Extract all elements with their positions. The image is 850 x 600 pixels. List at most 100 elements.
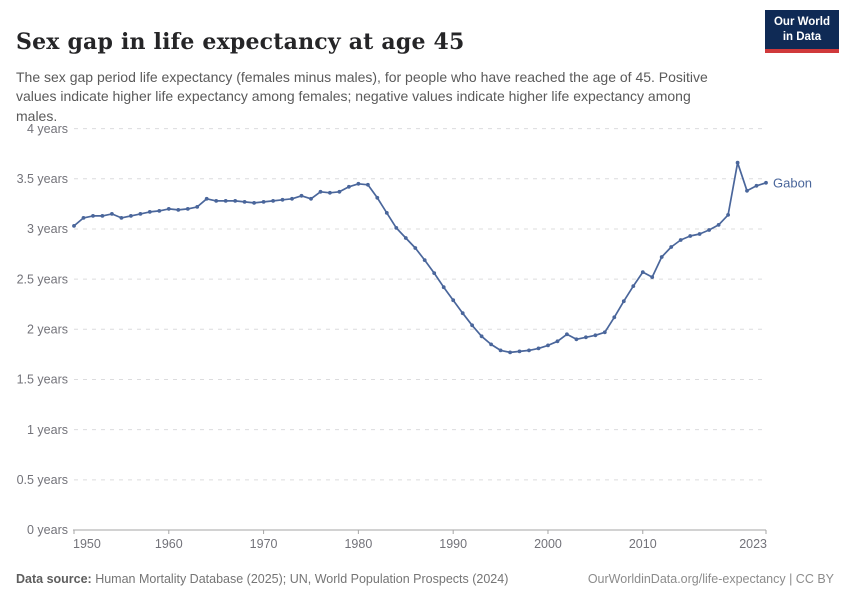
- data-point: [375, 195, 380, 200]
- data-point: [498, 348, 503, 353]
- data-point: [384, 211, 389, 215]
- y-tick-label: 2.5 years: [17, 272, 68, 286]
- data-point: [290, 196, 294, 201]
- data-point: [157, 209, 162, 213]
- data-point: [593, 333, 598, 338]
- y-tick-label: 3.5 years: [17, 172, 68, 186]
- data-point: [413, 246, 418, 250]
- data-point: [166, 207, 171, 211]
- data-point: [403, 236, 408, 240]
- chart-footer: Data source: Human Mortality Database (2…: [0, 572, 850, 586]
- data-point: [328, 190, 332, 195]
- data-point: [460, 311, 465, 316]
- data-point: [441, 285, 446, 290]
- data-point: [489, 342, 493, 347]
- x-tick-label: 2010: [629, 537, 657, 551]
- data-point: [470, 323, 474, 328]
- data-point: [508, 350, 512, 355]
- data-point: [280, 197, 285, 202]
- data-point: [223, 199, 228, 203]
- data-point: [555, 339, 560, 344]
- data-point: [347, 184, 351, 189]
- data-point: [574, 337, 579, 342]
- data-point: [584, 335, 588, 340]
- data-point: [565, 332, 569, 337]
- data-point: [129, 214, 133, 218]
- data-point: [309, 196, 313, 201]
- x-tick-label: 1950: [73, 537, 101, 551]
- data-point: [138, 212, 143, 216]
- data-point: [214, 199, 219, 203]
- data-point: [185, 207, 190, 211]
- data-point: [621, 299, 626, 304]
- data-source-label: Data source:: [16, 572, 92, 586]
- series-end-label: Gabon: [773, 175, 812, 190]
- data-point: [242, 200, 247, 204]
- y-gridlines: [74, 128, 766, 481]
- data-point: [650, 275, 655, 279]
- data-point: [602, 330, 607, 335]
- data-point: [735, 160, 740, 165]
- owid-logo-line1: Our World: [773, 16, 830, 28]
- data-point: [517, 349, 522, 354]
- data-point: [91, 214, 95, 218]
- chart-subtitle: The sex gap period life expectancy (fema…: [16, 69, 708, 124]
- owid-link[interactable]: OurWorldinData.org/life-expectancy | CC …: [587, 572, 834, 586]
- data-point: [688, 234, 693, 238]
- data-point: [669, 245, 674, 249]
- data-point: [271, 199, 275, 203]
- data-point: [659, 255, 664, 259]
- data-point: [233, 199, 238, 203]
- y-tick-label: 4 years: [27, 122, 68, 136]
- y-tick-label: 3 years: [27, 222, 68, 236]
- data-point: [176, 208, 181, 212]
- data-point: [612, 315, 617, 320]
- data-point: [119, 216, 124, 220]
- data-point: [716, 223, 721, 227]
- data-point: [261, 200, 266, 204]
- y-tick-label: 0 years: [27, 523, 68, 537]
- data-point: [72, 224, 76, 228]
- data-point: [366, 182, 370, 187]
- data-point: [707, 228, 711, 232]
- data-point: [678, 238, 683, 242]
- data-point: [100, 214, 105, 218]
- x-tick-label: 1960: [155, 537, 183, 551]
- x-axis: 1950 1960 1970 1980 1990 2000 2010 2023: [73, 529, 767, 551]
- page-title: Sex gap in life expectancy at age 45: [16, 28, 465, 55]
- data-point: [394, 226, 399, 230]
- data-point: [726, 213, 730, 217]
- data-point: [536, 346, 541, 351]
- data-point: [527, 348, 531, 353]
- data-point: [422, 258, 427, 262]
- data-point: [764, 180, 768, 185]
- x-tick-label: 2000: [534, 537, 562, 551]
- data-point: [451, 298, 456, 303]
- data-point: [252, 201, 256, 205]
- data-point: [147, 210, 152, 214]
- data-point: [631, 284, 636, 288]
- data-point: [195, 205, 200, 209]
- data-point: [110, 212, 114, 216]
- owid-logo[interactable]: Our World in Data: [764, 10, 839, 53]
- data-points: [72, 160, 768, 355]
- data-point: [337, 189, 342, 194]
- data-point: [318, 189, 323, 194]
- data-point: [204, 196, 209, 201]
- y-tick-label: 1.5 years: [17, 373, 68, 387]
- data-point: [81, 216, 86, 220]
- data-point: [697, 232, 702, 236]
- data-point: [754, 183, 759, 188]
- data-source-text: Human Mortality Database (2025); UN, Wor…: [91, 572, 509, 586]
- data-point: [479, 334, 484, 339]
- data-point: [745, 188, 749, 193]
- x-tick-label: 2023: [739, 537, 767, 551]
- data-point: [546, 343, 550, 348]
- data-point: [356, 181, 361, 186]
- data-point: [432, 271, 437, 275]
- x-tick-label: 1990: [439, 537, 467, 551]
- owid-logo-line2: in Data: [782, 30, 822, 43]
- x-tick-label: 1980: [344, 537, 372, 551]
